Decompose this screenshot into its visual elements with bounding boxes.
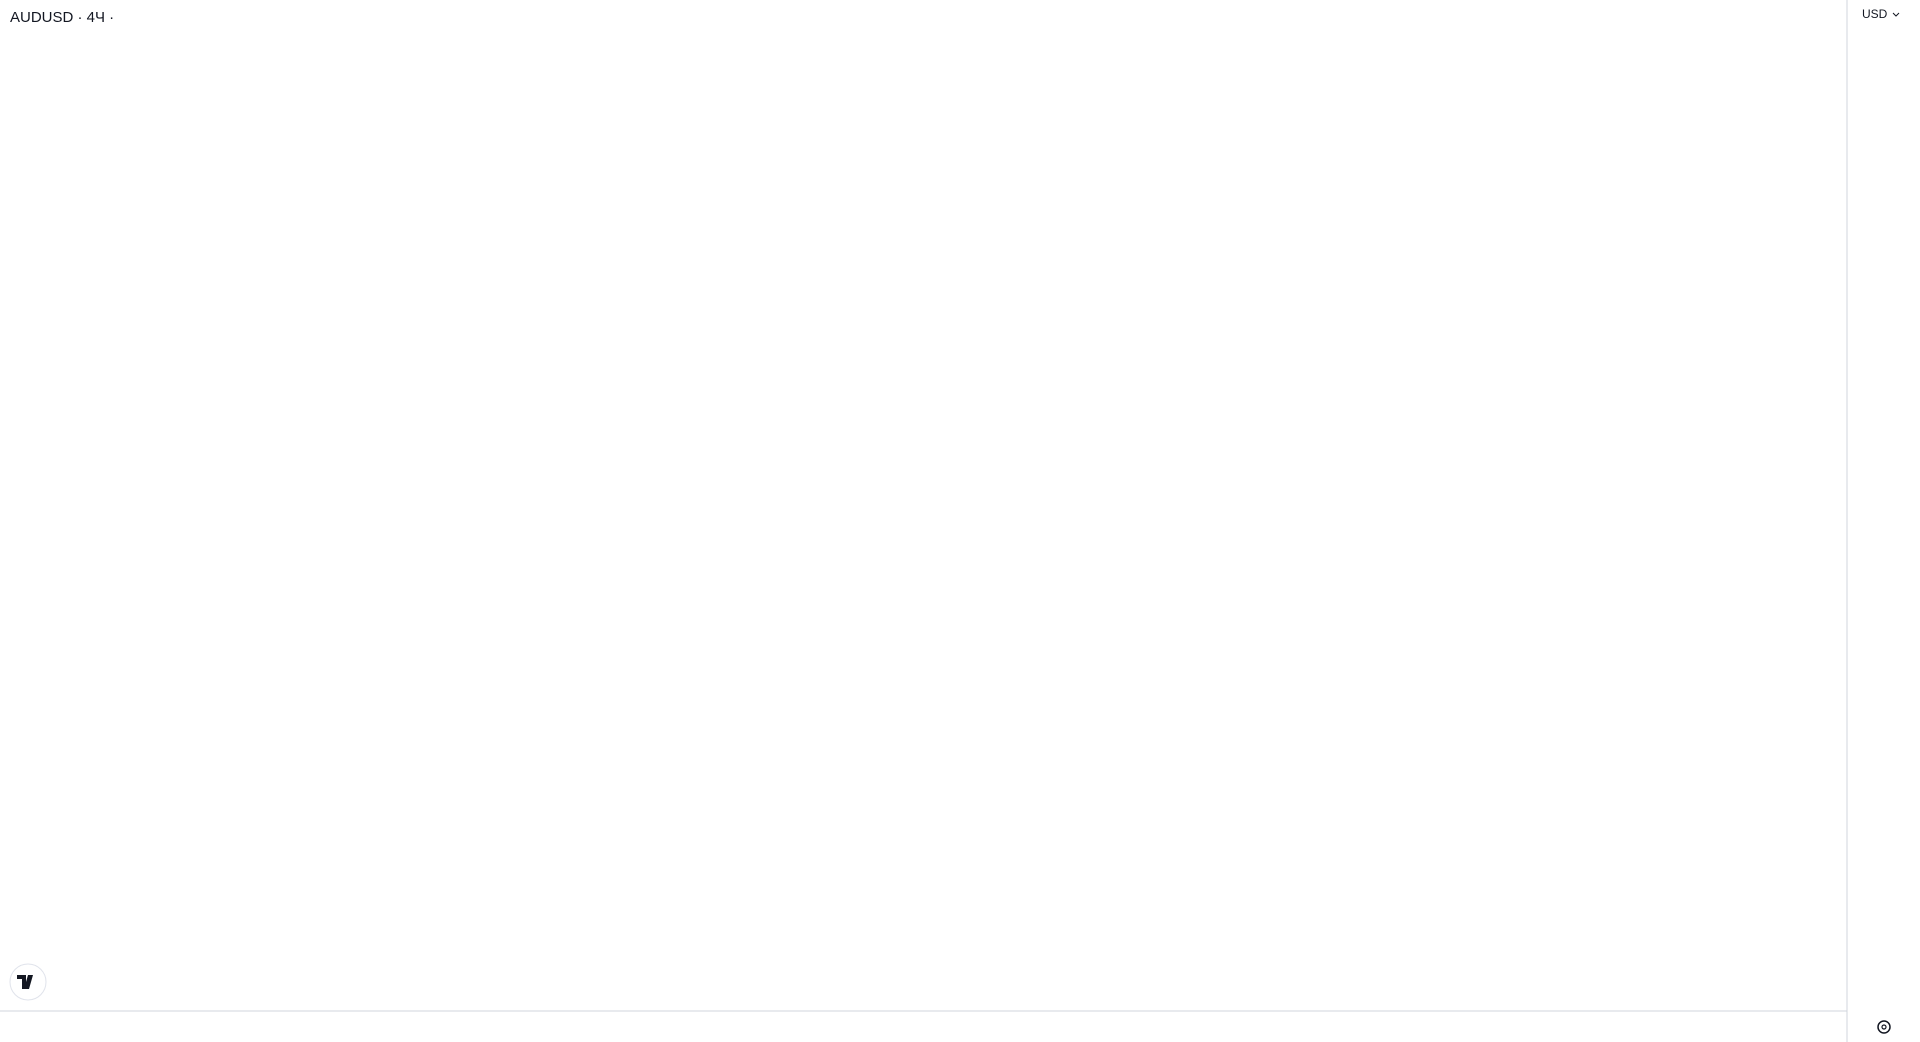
gear-ring [1877,1020,1891,1034]
logo-mark [17,975,33,989]
symbol-title[interactable]: AUDUSD · 4Ч · [10,9,114,26]
currency[interactable]: USD [1862,7,1888,21]
settings-icon[interactable] [1877,1020,1891,1034]
currency-chevron [1892,12,1900,17]
gear-hub [1881,1024,1887,1030]
tv-logo[interactable] [9,963,47,1001]
